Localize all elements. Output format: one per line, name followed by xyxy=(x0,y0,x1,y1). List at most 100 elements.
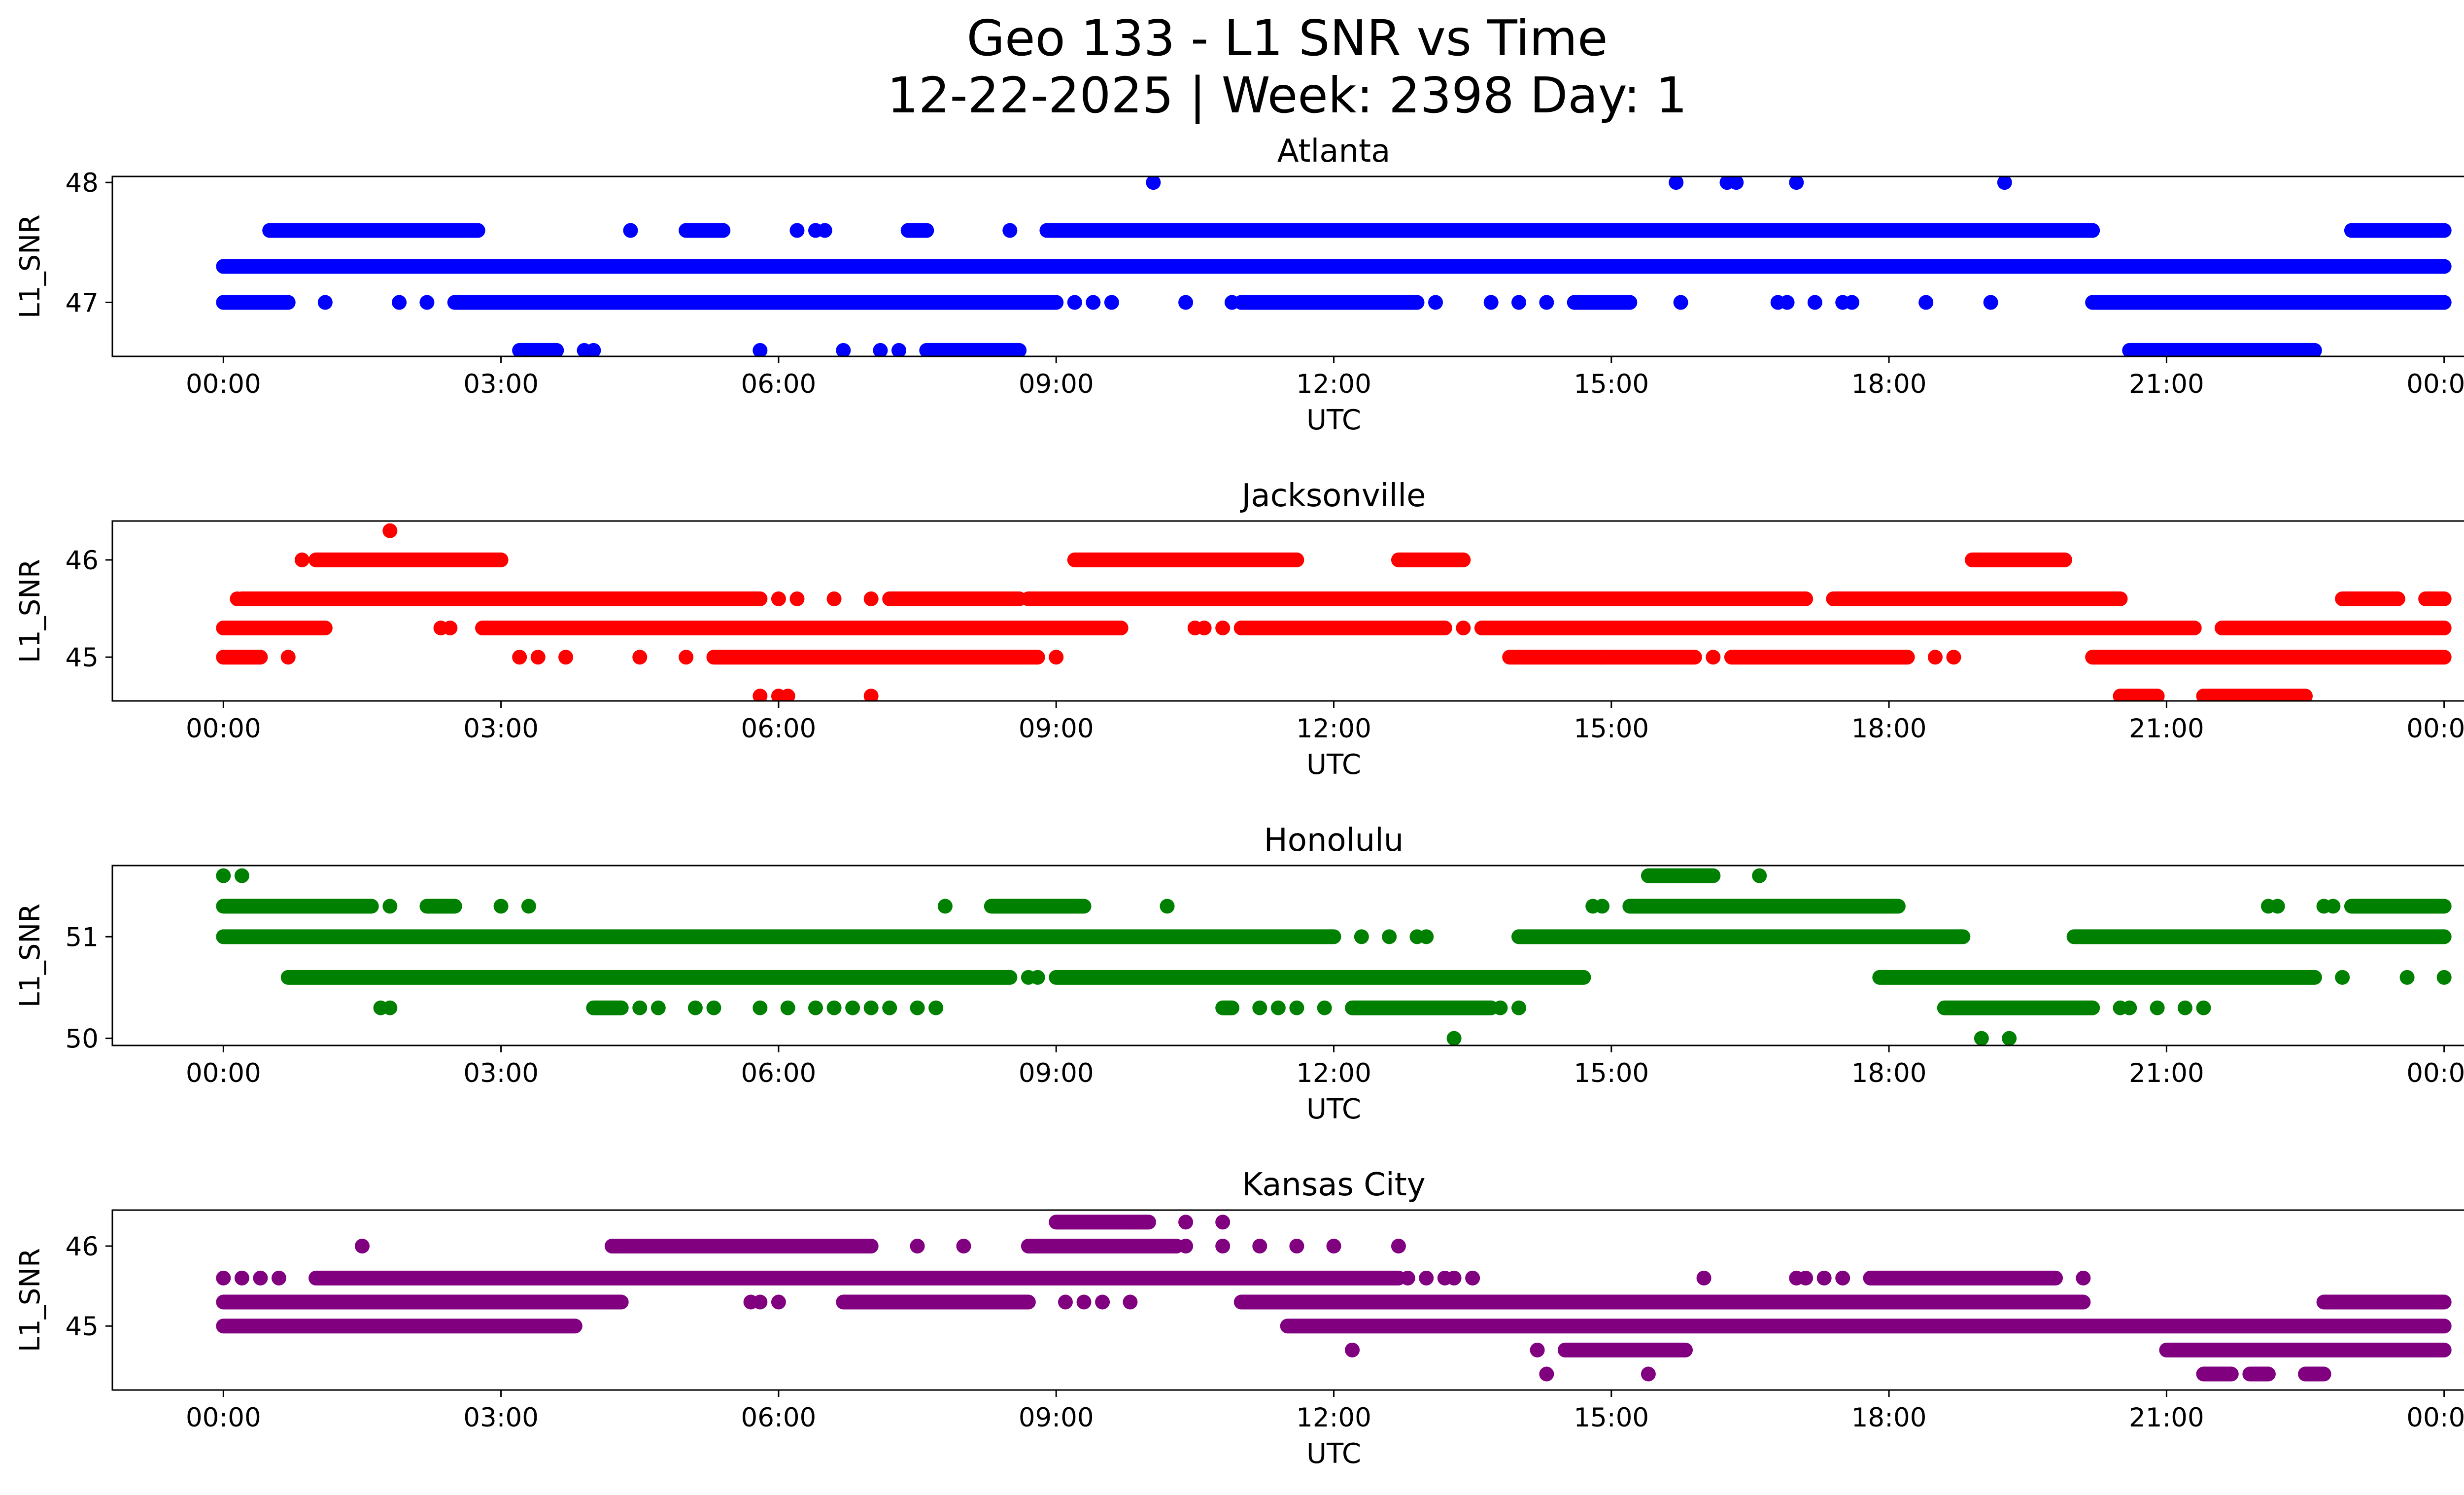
data-point xyxy=(419,295,435,310)
data-point xyxy=(1058,1294,1073,1310)
x-tick-label: 06:00 xyxy=(741,714,817,744)
data-point xyxy=(1215,1215,1231,1230)
data-point xyxy=(230,591,245,606)
data-point xyxy=(826,1000,842,1015)
data-point xyxy=(493,899,509,914)
data-point xyxy=(836,343,851,356)
data-point xyxy=(632,650,648,665)
data-point xyxy=(753,343,768,356)
data-point xyxy=(1382,929,1397,944)
data-point xyxy=(753,1000,768,1015)
scatter-series xyxy=(216,176,2452,356)
data-point xyxy=(1844,295,1859,310)
data-point xyxy=(1918,295,1934,310)
data-point xyxy=(771,591,786,606)
data-point xyxy=(863,1000,879,1015)
data-point xyxy=(891,343,906,356)
x-tick-label: 15:00 xyxy=(1574,714,1649,744)
data-point xyxy=(1752,868,1767,883)
data-point xyxy=(586,343,601,356)
x-tick-label: 12:00 xyxy=(1296,369,1371,399)
data-point xyxy=(1673,295,1688,310)
data-point xyxy=(512,650,527,665)
data-point xyxy=(2335,970,2350,985)
data-point xyxy=(845,1000,860,1015)
data-point xyxy=(1419,929,1434,944)
data-point xyxy=(1095,1294,1110,1310)
x-tick-label: 09:00 xyxy=(1019,1058,1094,1088)
data-point xyxy=(928,1000,944,1015)
y-axis-label: L1_SNR xyxy=(14,1248,46,1352)
data-point xyxy=(1252,1239,1267,1253)
data-point xyxy=(1391,1239,1406,1253)
data-point xyxy=(271,1270,286,1286)
data-point xyxy=(780,1000,795,1015)
data-point xyxy=(1530,1342,1545,1357)
data-point xyxy=(2436,970,2452,985)
data-point xyxy=(1946,650,1961,665)
data-point xyxy=(1104,295,1119,310)
scatter-series xyxy=(216,868,2452,1045)
data-point xyxy=(253,1270,268,1286)
x-tick-label: 18:00 xyxy=(1851,1403,1927,1433)
data-point xyxy=(882,1000,897,1015)
data-point xyxy=(1419,1270,1434,1286)
data-point xyxy=(1160,899,1175,914)
subplot-1: Jacksonville 00:00 03:00 06:00 09:00 12:00 15:… xyxy=(14,478,2464,781)
x-tick-label: 00:00 xyxy=(2406,1403,2464,1433)
x-axis-label: UTC xyxy=(1306,1093,1361,1125)
data-point xyxy=(280,650,296,665)
x-tick-label: 03:00 xyxy=(463,369,539,399)
data-point xyxy=(1511,295,1527,310)
axes-frame xyxy=(111,865,2464,1046)
data-point xyxy=(873,343,888,356)
data-point xyxy=(392,295,407,310)
data-point xyxy=(1997,176,2012,190)
x-tick-label: 15:00 xyxy=(1574,1403,1649,1433)
y-tick-label: 45 xyxy=(66,1312,99,1342)
y-axis-label: L1_SNR xyxy=(14,214,46,318)
data-point xyxy=(1595,650,1610,665)
y-tick-label: 46 xyxy=(66,1232,99,1262)
x-tick-label: 09:00 xyxy=(1019,714,1094,744)
data-point xyxy=(1049,650,1064,665)
data-point xyxy=(521,899,536,914)
x-tick-label: 21:00 xyxy=(2129,714,2204,744)
data-point xyxy=(1706,650,1721,665)
x-tick-label: 00:00 xyxy=(186,1403,261,1433)
data-point xyxy=(687,1000,703,1015)
x-axis-label: UTC xyxy=(1306,1438,1361,1470)
data-point xyxy=(1807,295,1822,310)
x-tick-label: 15:00 xyxy=(1574,369,1649,399)
data-point xyxy=(530,650,546,665)
x-tick-label: 21:00 xyxy=(2129,1403,2204,1433)
data-point xyxy=(1224,295,1239,310)
x-tick-label: 09:00 xyxy=(1019,369,1094,399)
x-tick-label: 18:00 xyxy=(1851,1058,1927,1088)
data-point xyxy=(1789,176,1804,190)
x-axis-label: UTC xyxy=(1306,404,1361,436)
data-point xyxy=(2076,1270,2091,1286)
x-tick-label: 21:00 xyxy=(2129,369,2204,399)
data-point xyxy=(1289,1239,1304,1253)
data-point xyxy=(1002,223,1018,238)
data-point xyxy=(2196,1000,2211,1015)
y-tick-label: 46 xyxy=(66,546,99,576)
subplot-2: Honolulu 00:00 03:00 06:00 09:00 12:00 15:00 18… xyxy=(14,822,2464,1125)
x-tick-label: 00:00 xyxy=(2406,714,2464,744)
x-tick-label: 15:00 xyxy=(1574,1058,1649,1088)
data-point xyxy=(789,591,805,606)
data-point xyxy=(317,295,333,310)
x-tick-label: 12:00 xyxy=(1296,1403,1371,1433)
data-point xyxy=(1539,1366,1554,1382)
data-point xyxy=(817,223,832,238)
data-point xyxy=(1983,295,1998,310)
data-point xyxy=(1927,650,1943,665)
subplot-title: Atlanta xyxy=(1277,133,1391,170)
x-tick-label: 03:00 xyxy=(463,1403,539,1433)
subplot-0: Atlanta 00:00 03:00 06:00 09:00 12:00 15:00 18:… xyxy=(14,133,2464,436)
data-point xyxy=(1493,1000,1508,1015)
x-tick-label: 00:00 xyxy=(186,714,261,744)
data-point xyxy=(1798,1270,1814,1286)
